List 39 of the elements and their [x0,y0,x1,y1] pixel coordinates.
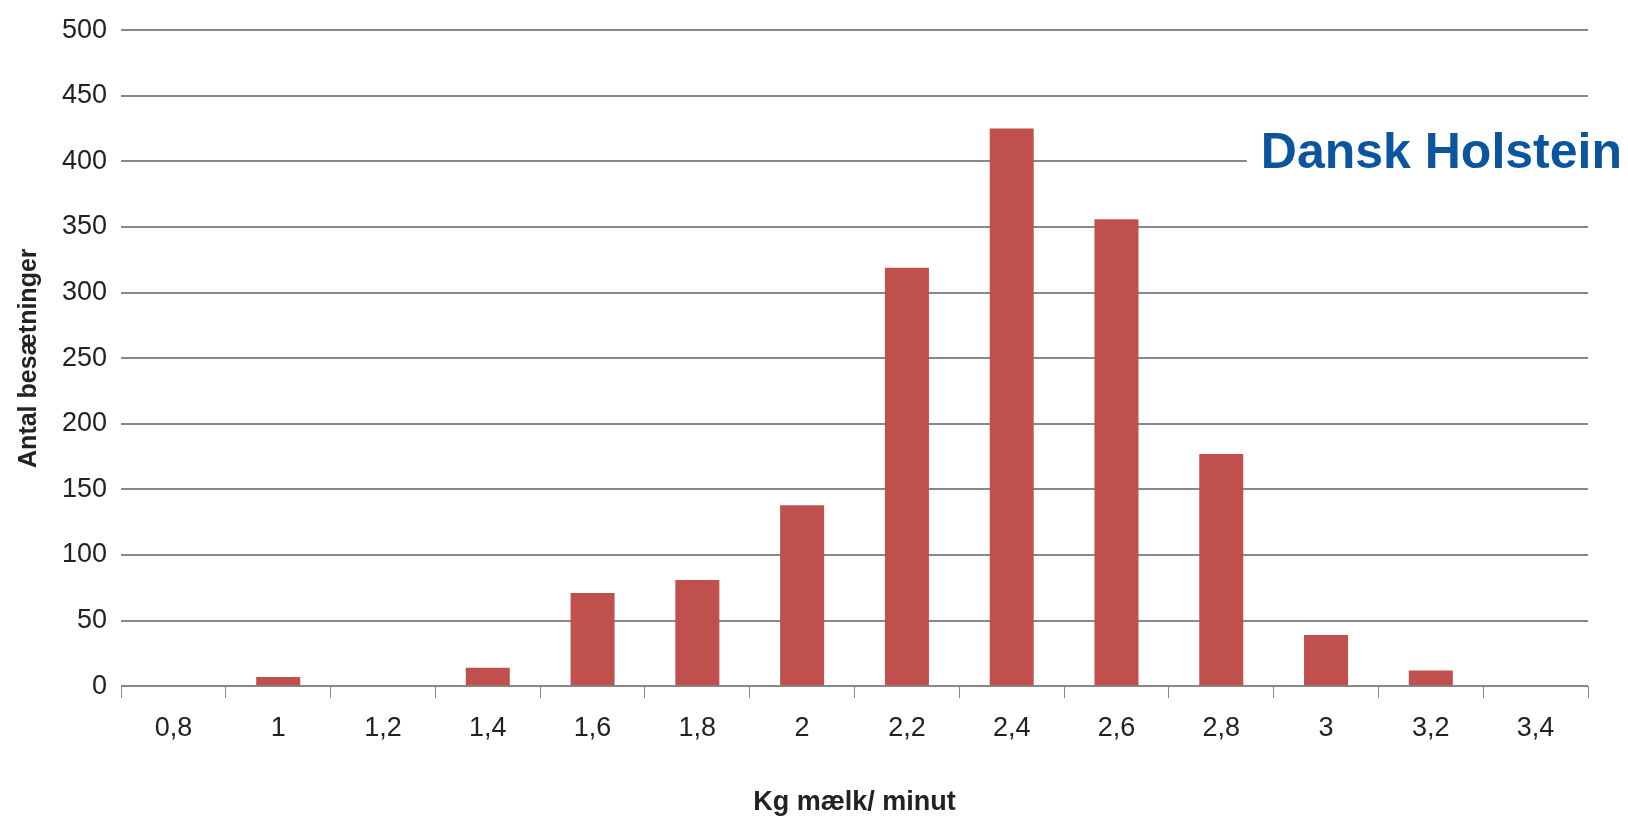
bar [1408,670,1453,686]
y-axis-title: Antal besætninger [12,248,41,468]
y-tick-label: 100 [61,538,108,569]
bar [780,505,825,686]
x-tick-label: 1,4 [469,711,507,742]
y-tick-label: 200 [61,407,108,438]
annotation: Dansk Holstein [1260,122,1622,179]
bar [570,593,615,686]
x-axis-title: Kg mælk/ minut [753,786,956,817]
x-tick-label: 2,4 [992,711,1031,742]
y-tick-label: 350 [61,210,108,241]
x-tick-label: 3,2 [1412,711,1450,742]
x-tick-label: 1,6 [573,711,612,742]
x-tick-label: 3 [1318,711,1334,742]
bar [465,667,510,686]
y-tick-label: 250 [61,341,108,372]
y-tick-label: 50 [77,604,108,635]
bar [989,128,1034,686]
bar [1199,453,1244,686]
x-tick-label: 3,4 [1516,711,1555,742]
y-tick-label: 450 [61,79,108,110]
bar [1304,635,1349,686]
x-tick-label: 2,8 [1202,711,1241,742]
x-tick-label: 0,8 [154,711,193,742]
y-tick-label: 300 [61,276,108,307]
x-tick-label: 2,2 [888,711,926,742]
y-tick-label: 500 [61,13,108,44]
x-tick-label: 1 [270,711,286,742]
x-tick-label: 2 [794,711,810,742]
bar [256,677,301,686]
x-tick-label: 2,6 [1097,711,1136,742]
x-tick-label: 1,8 [678,711,717,742]
bar [1094,219,1139,686]
bar [675,579,720,686]
x-tick-label: 1,2 [364,711,402,742]
y-tick-label: 400 [61,144,108,175]
y-tick-label: 150 [61,472,108,503]
y-tick-label: 0 [92,669,108,700]
bar [884,267,929,686]
